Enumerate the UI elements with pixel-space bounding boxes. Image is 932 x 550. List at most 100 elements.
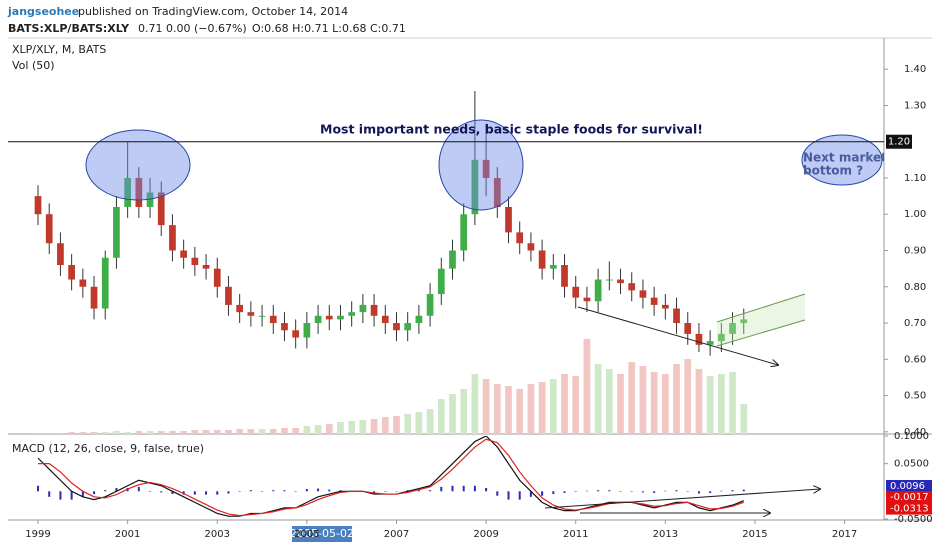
candle-body <box>471 159 479 215</box>
candle-body <box>225 286 232 305</box>
last-value-box <box>886 502 932 515</box>
annotation: Next market <box>803 151 887 165</box>
macd-histogram-bar <box>641 491 644 493</box>
x-tick-label: 2015 <box>742 529 767 540</box>
legend: XLP/XLY, M, BATS <box>12 43 106 56</box>
author[interactable]: jangseohee <box>7 5 79 18</box>
volume-bar <box>202 430 210 434</box>
candle-body <box>202 265 210 269</box>
candle-body <box>146 192 154 207</box>
price-label-box <box>886 134 912 149</box>
candle-body <box>482 159 490 178</box>
macd-histogram-bar <box>630 491 633 492</box>
macd-histogram-bar <box>574 491 577 492</box>
candle-body <box>213 268 221 287</box>
macd-histogram-bar <box>48 491 51 497</box>
x-tick-label: 2001 <box>115 529 140 540</box>
macd-histogram-bar <box>294 491 297 492</box>
candle-body <box>572 286 580 298</box>
volume-bar <box>359 420 367 434</box>
candle-body <box>538 250 546 269</box>
macd-histogram-bar <box>137 486 140 492</box>
macd-histogram-bar <box>70 491 73 500</box>
candle-body <box>505 206 512 233</box>
macd-histogram-bar <box>485 487 488 492</box>
candle-body <box>90 286 98 309</box>
candle-body <box>527 243 535 251</box>
y-tick-label: -0.0500 <box>894 514 932 525</box>
y-tick-label: 1.00 <box>904 209 926 220</box>
macd-histogram-bar <box>675 490 678 492</box>
candle-body <box>393 323 400 331</box>
volume-bar <box>561 374 568 434</box>
macd-histogram-bar <box>597 490 600 492</box>
candle-body <box>169 225 176 251</box>
candle-body <box>269 315 277 324</box>
macd-histogram-bar <box>720 490 723 492</box>
price-pane <box>34 90 748 434</box>
macd-histogram-bar <box>37 485 40 492</box>
volume-bar <box>426 409 434 434</box>
x-tick-label: 2007 <box>384 529 409 540</box>
volume-bar <box>505 386 512 434</box>
volume-bar <box>57 433 64 434</box>
candle-body <box>639 290 647 298</box>
macd-histogram-bar <box>529 491 532 497</box>
macd-histogram-bar <box>317 488 320 492</box>
macd-histogram-bar <box>440 486 443 492</box>
volume-bar <box>146 431 154 434</box>
volume-bar <box>68 432 75 434</box>
trend-line <box>544 489 820 509</box>
volume-bar <box>180 431 188 434</box>
highlight-ellipse <box>85 129 191 201</box>
y-tick-label: 0.50 <box>904 391 926 402</box>
volume-bar <box>381 417 389 434</box>
last-value-box <box>886 479 932 492</box>
volume-bar <box>169 431 176 434</box>
macd-histogram-bar <box>697 491 700 494</box>
macd-histogram-bar <box>283 490 286 492</box>
candle-body <box>45 214 53 244</box>
macd-histogram-bar <box>608 490 611 492</box>
candle-body <box>740 319 748 324</box>
x-tick-label: 2003 <box>205 529 230 540</box>
volume-bar <box>684 359 692 434</box>
macd-histogram-bar <box>653 491 656 493</box>
macd-histogram-bar <box>305 489 308 492</box>
macd-histogram-bar <box>552 491 555 495</box>
candle-body <box>460 214 468 251</box>
volume-bar <box>303 426 311 434</box>
volume-bar <box>516 389 524 434</box>
macd-histogram-bar <box>373 491 376 493</box>
macd-histogram-bar <box>261 491 264 492</box>
last-value-label: -0.0313 <box>890 504 929 515</box>
volume-bar <box>135 431 143 434</box>
candle-body <box>628 283 636 291</box>
candle-body <box>157 192 165 226</box>
volume-bar <box>437 399 445 434</box>
volume-bar <box>493 384 501 434</box>
volume-bar <box>213 430 221 434</box>
candle-body <box>101 257 109 309</box>
macd-histogram-bar <box>473 485 476 492</box>
macd-histogram-bar <box>563 491 566 493</box>
candle-body <box>493 177 501 207</box>
candle-body <box>729 323 736 334</box>
volume-bar <box>45 433 53 434</box>
volume-bar <box>157 431 165 434</box>
volume-bar <box>404 414 412 434</box>
volume-bar <box>281 428 288 434</box>
volume-bar <box>717 374 725 434</box>
highlight-ellipse <box>438 119 524 211</box>
macd-histogram-bar <box>115 487 118 492</box>
volume-bar <box>225 430 232 434</box>
candle-body <box>415 315 423 324</box>
volume-bar <box>292 428 300 434</box>
macd-histogram-bar <box>238 491 241 492</box>
candle-body <box>57 243 64 266</box>
macd-histogram-bar <box>81 491 84 497</box>
macd-histogram-bar <box>104 490 107 492</box>
candle-body <box>404 323 412 331</box>
macd-histogram-bar <box>451 485 454 492</box>
